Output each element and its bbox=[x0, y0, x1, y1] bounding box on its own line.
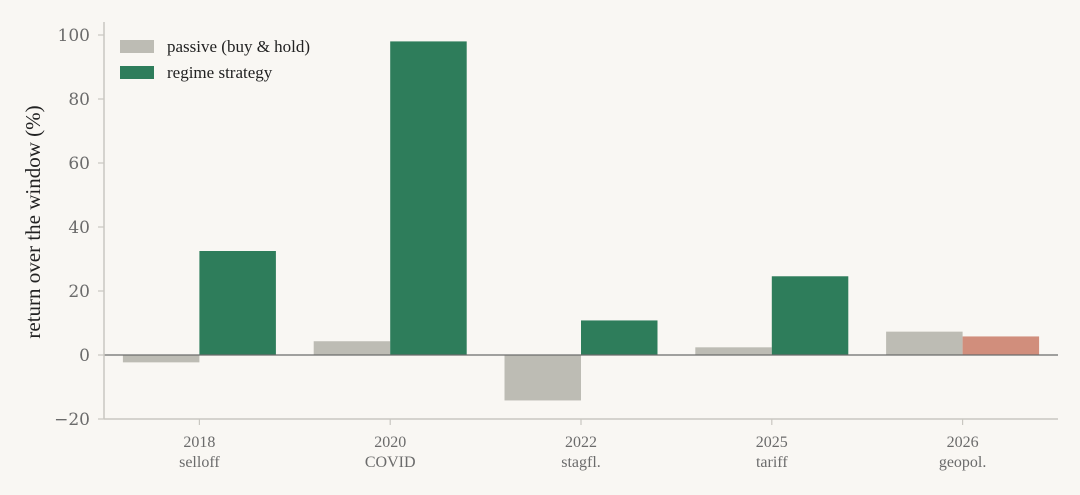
bars-group bbox=[122, 41, 1040, 401]
y-tick-label: 60 bbox=[68, 154, 90, 174]
legend-swatch bbox=[120, 40, 154, 53]
y-tick-label: −20 bbox=[54, 410, 90, 430]
x-tick-label-year: 2025 bbox=[756, 434, 788, 451]
y-tick-label: 0 bbox=[79, 346, 90, 366]
x-tick-label-name: geopol. bbox=[939, 454, 987, 471]
x-tick-label-name: COVID bbox=[365, 454, 416, 471]
y-tick-label: 80 bbox=[68, 90, 90, 110]
x-tick-label-year: 2020 bbox=[374, 434, 406, 451]
x-tick-label-name: selloff bbox=[179, 454, 220, 471]
x-tick-label-name: stagfl. bbox=[561, 454, 601, 471]
bar-regime-strategy bbox=[199, 251, 276, 355]
x-axis-ticks: 2018 selloff 2020 COVID 2022 stagfl. 2025 tarif… bbox=[179, 419, 986, 471]
legend-label: passive (buy & hold) bbox=[167, 37, 310, 56]
legend-label: regime strategy bbox=[167, 63, 273, 82]
y-tick-label: 100 bbox=[58, 26, 90, 46]
bar-regime-strategy bbox=[581, 320, 658, 355]
y-axis-ticks: −20 0 20 40 60 80 100 bbox=[54, 26, 104, 430]
bar-passive bbox=[313, 341, 391, 355]
y-axis-label: return over the window (%) bbox=[21, 105, 45, 338]
bar-regime-strategy bbox=[390, 41, 467, 356]
bar-regime-strategy bbox=[771, 276, 849, 355]
x-tick-label-year: 2018 bbox=[183, 434, 215, 451]
x-tick-label-year: 2022 bbox=[565, 434, 597, 451]
bar-passive bbox=[504, 355, 581, 401]
bar-passive bbox=[122, 355, 200, 363]
y-tick-label: 40 bbox=[68, 218, 90, 238]
y-tick-label: 20 bbox=[68, 282, 90, 302]
x-tick-label-name: tariff bbox=[756, 454, 788, 471]
legend: passive (buy & hold) regime strategy bbox=[120, 37, 310, 82]
bar-passive bbox=[695, 347, 772, 355]
legend-swatch bbox=[120, 66, 154, 79]
bar-regime-strategy bbox=[962, 336, 1040, 355]
bar-passive bbox=[886, 331, 963, 355]
x-tick-label-year: 2026 bbox=[947, 434, 979, 451]
